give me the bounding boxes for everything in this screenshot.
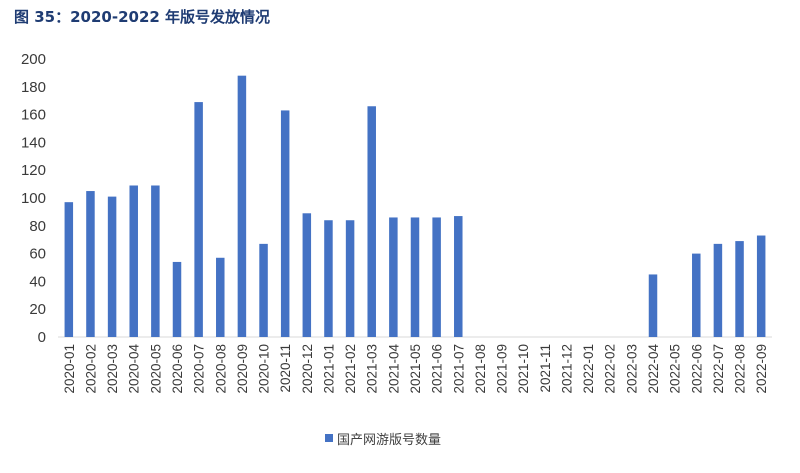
x-tick-label: 2021-05 [408,344,423,394]
bar [432,217,441,337]
x-tick-labels: 2020-01 2020-02 2020-03 2020-04 2020-05 2020-… [62,344,769,394]
x-tick-label: 2020-04 [127,344,142,394]
bar [692,253,701,337]
y-tick-label: 140 [21,134,46,151]
y-tick-labels: 0 20 40 60 80 100 120 140 160 180 200 [21,51,46,346]
y-tick-label: 20 [29,301,46,318]
bar [64,202,74,337]
bar [280,110,290,338]
x-tick-label: 2022-02 [603,344,618,394]
x-tick-label: 2021-08 [473,344,488,394]
x-tick-label: 2022-01 [581,344,596,394]
bar [302,213,312,337]
x-tick-label: 2020-01 [62,344,77,394]
bar [151,185,160,337]
x-tick-label: 2021-01 [321,344,336,394]
legend-swatch [325,434,333,442]
x-tick-label: 2022-06 [689,344,704,394]
y-tick-label: 160 [21,107,46,124]
bar [410,217,420,337]
y-tick-label: 200 [21,51,46,68]
x-tick-label: 2021-03 [365,344,380,394]
x-tick-label: 2021-11 [538,344,553,393]
bar [324,220,333,337]
x-tick-label: 2020-12 [300,344,315,394]
x-tick-label: 2020-11 [278,344,293,393]
x-tick-label: 2020-09 [235,344,250,394]
y-tick-label: 60 [29,246,46,263]
figure-title: 图 35：2020-2022 年版号发放情况 [14,8,271,26]
x-tick-label: 2021-07 [451,344,466,394]
bar [86,191,95,337]
y-tick-label: 180 [21,79,46,96]
y-tick-label: 100 [21,190,46,207]
bar [756,235,766,337]
x-tick-label: 2021-09 [495,344,510,394]
bar [216,257,225,337]
x-tick-label: 2020-07 [192,344,207,394]
bar [713,243,723,337]
x-tick-label: 2022-07 [711,344,726,394]
bar-series [64,75,766,338]
x-tick-label: 2021-04 [386,344,401,394]
bar [454,216,463,337]
x-tick-label: 2020-03 [105,344,120,394]
x-tick-label: 2022-04 [646,344,661,394]
y-tick-label: 0 [38,329,46,346]
x-tick-label: 2022-09 [754,344,769,394]
bar [345,220,355,337]
bar [367,106,376,337]
legend-label: 国产网游版号数量 [337,433,441,448]
x-tick-label: 2022-05 [668,344,683,394]
x-tick-label: 2020-08 [213,344,228,394]
x-tick-label: 2021-06 [430,344,445,394]
x-tick-label: 2020-02 [83,344,98,394]
y-tick-label: 40 [29,273,46,290]
bar [107,196,117,337]
bar [237,75,247,338]
bar [194,102,203,337]
x-tick-label: 2020-05 [148,344,163,394]
x-tick-label: 2020-10 [257,344,272,394]
y-tick-label: 120 [21,162,46,179]
x-tick-label: 2022-03 [624,344,639,394]
x-tick-label: 2021-10 [516,344,531,394]
x-tick-label: 2022-08 [733,344,748,394]
y-tick-label: 80 [29,218,46,235]
x-tick-label: 2020-06 [170,344,185,394]
bar [389,217,398,337]
x-tick-label: 2021-02 [343,344,358,394]
legend: 国产网游版号数量 [325,433,441,448]
bar [259,243,268,337]
bar [735,241,744,337]
bar [648,274,658,337]
x-tick-label: 2021-12 [559,344,574,394]
bar [129,185,138,337]
bar [172,261,182,337]
